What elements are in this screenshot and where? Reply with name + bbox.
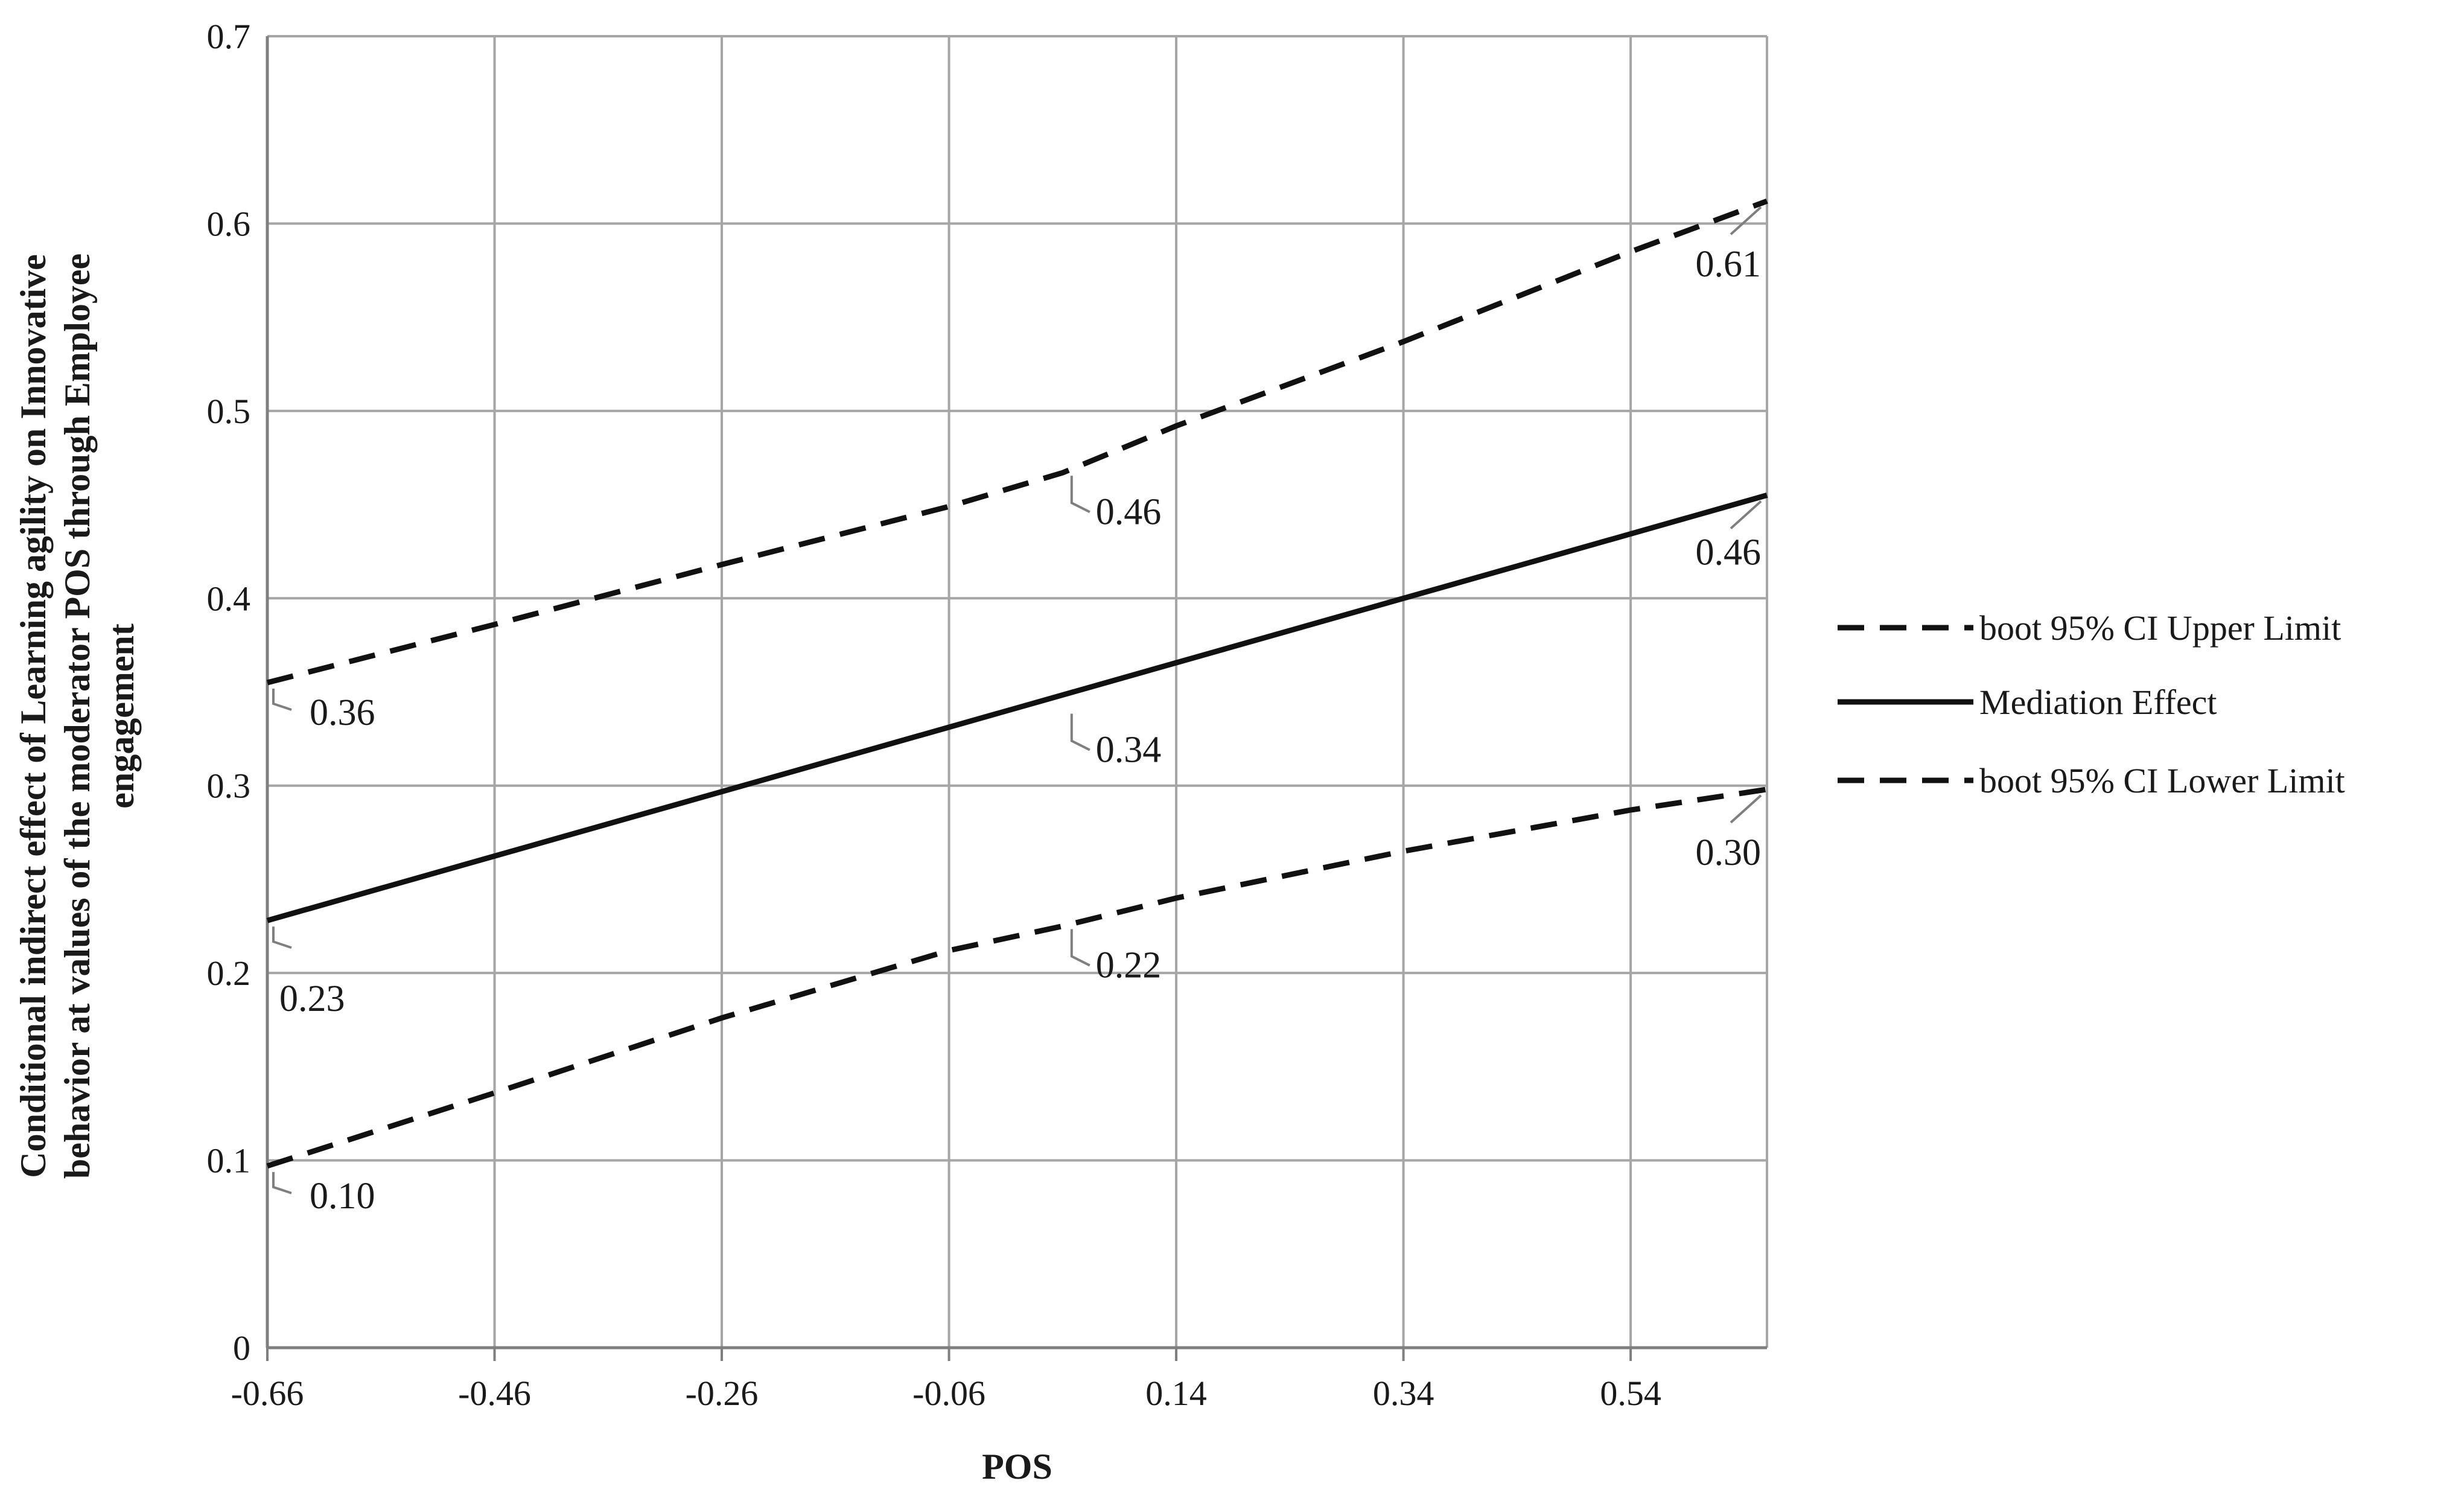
series-layer — [266, 198, 1768, 1169]
annotation-leader — [1730, 500, 1762, 530]
legend-label-1: boot 95% CI Upper Limit — [1979, 608, 2341, 648]
series-line-2 — [266, 492, 1768, 923]
x-tick-label: 0.54 — [1600, 1374, 1661, 1413]
x-tick-label: 0.34 — [1373, 1374, 1434, 1413]
y-axis-title-line-3: engagement — [101, 623, 141, 809]
legend: boot 95% CI Upper Limit Mediation Effect b… — [1838, 608, 2345, 800]
y-tick-label: 0.4 — [207, 579, 251, 618]
annotation-leader — [272, 688, 292, 711]
y-tick-label: 0.2 — [207, 954, 251, 993]
legend-label-2: Mediation Effect — [1979, 683, 2217, 722]
data-label: 0.10 — [310, 1176, 375, 1217]
data-label: 0.34 — [1096, 730, 1162, 771]
data-label: 0.30 — [1696, 832, 1762, 873]
y-axis-title-line-2: behavior at values of the moderator POS … — [57, 253, 97, 1179]
x-tick-label: 0.14 — [1145, 1374, 1207, 1413]
annotation-leader — [1070, 929, 1090, 967]
series-line-3 — [266, 786, 1768, 1169]
annotation-leader — [1070, 476, 1090, 514]
annotation-leader — [1730, 794, 1762, 824]
data-label: 0.46 — [1096, 491, 1162, 532]
x-tick-label: -0.26 — [686, 1374, 759, 1413]
y-tick-label: 0 — [233, 1328, 250, 1368]
x-axis-title: POS — [982, 1447, 1052, 1487]
annotation-leader — [1070, 713, 1090, 751]
x-tick-label: -0.46 — [458, 1374, 531, 1413]
y-axis-title-line-1: Conditional indirect effect of Learning … — [13, 254, 53, 1178]
axes: 0 0.1 0.2 0.3 0.4 0.5 0.6 0.7 -0.66 -0.46 -0.26 -0.… — [207, 17, 1767, 1413]
annotation-leader — [1730, 206, 1762, 235]
annotation-leader — [272, 926, 292, 949]
annotation-leader — [272, 1171, 292, 1194]
annotations: 0.36 0.46 0.61 0.23 0.34 0.46 0.10 0.22 0.30 — [272, 206, 1762, 1217]
data-label: 0.46 — [1696, 532, 1762, 573]
legend-label-3: boot 95% CI Lower Limit — [1979, 761, 2345, 800]
data-label: 0.23 — [279, 978, 345, 1019]
series-line-1 — [266, 198, 1768, 686]
x-tick-label: -0.66 — [231, 1374, 304, 1413]
data-label: 0.36 — [310, 692, 375, 733]
y-tick-label: 0.6 — [207, 204, 251, 243]
y-tick-label: 0.3 — [207, 766, 251, 806]
y-axis-title: Conditional indirect effect of Learning … — [13, 253, 141, 1179]
y-tick-label: 0.7 — [207, 17, 251, 56]
y-tick-label: 0.1 — [207, 1141, 251, 1181]
x-tick-label: -0.06 — [912, 1374, 985, 1413]
grid — [266, 35, 1768, 1349]
data-label: 0.22 — [1096, 945, 1162, 986]
y-tick-label: 0.5 — [207, 392, 251, 431]
axis-titles: POS Conditional indirect effect of Learn… — [13, 253, 1052, 1487]
data-label: 0.61 — [1696, 244, 1762, 285]
